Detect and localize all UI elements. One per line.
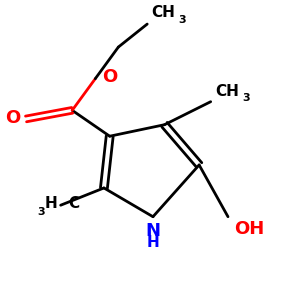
Text: 3: 3 <box>37 206 45 217</box>
Text: 3: 3 <box>242 93 250 103</box>
Text: O: O <box>103 68 118 86</box>
Text: N: N <box>146 223 160 241</box>
Text: H: H <box>147 236 159 250</box>
Text: H: H <box>45 196 58 211</box>
Text: OH: OH <box>234 220 264 238</box>
Text: CH: CH <box>215 84 239 99</box>
Text: O: O <box>5 109 20 127</box>
Text: 3: 3 <box>178 15 186 25</box>
Text: CH: CH <box>152 5 176 20</box>
Text: C: C <box>68 196 79 211</box>
